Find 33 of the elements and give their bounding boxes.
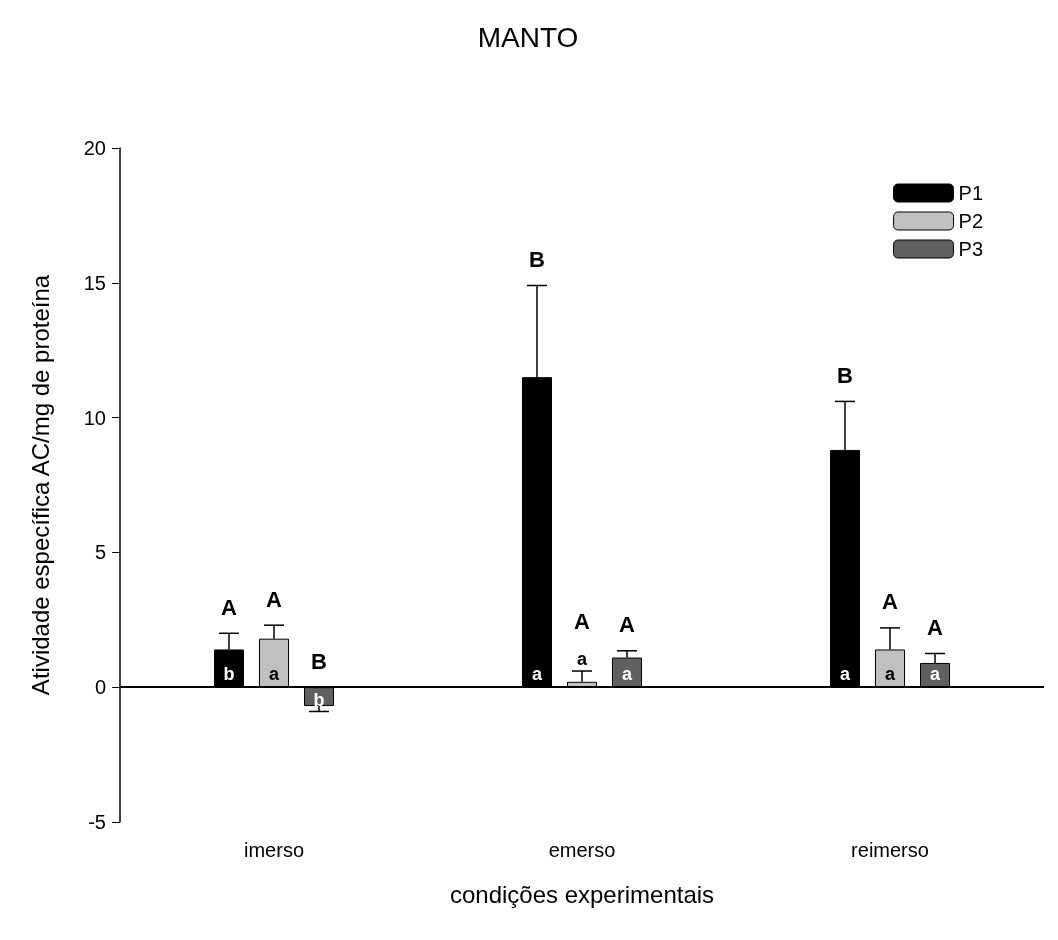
annotation: B — [529, 247, 545, 272]
annotation: A — [619, 612, 636, 638]
y-tick-label: -5 — [88, 811, 106, 833]
data-label: b — [313, 690, 325, 711]
chart-title: MANTO — [477, 21, 579, 53]
x-tick-label: imerso — [243, 839, 305, 861]
x-axis-title: condições experimentais — [449, 880, 715, 908]
y-tick-label: 20 — [83, 137, 106, 159]
x-tick-label: reimerso — [851, 839, 929, 861]
annotation: A — [266, 586, 283, 612]
legend-label: P2 — [958, 210, 984, 232]
legend-label: P1 — [958, 182, 984, 204]
annotation: A — [927, 615, 944, 640]
data-label: a — [531, 664, 543, 685]
x-tick-label: emerso — [548, 839, 616, 861]
annotation: B — [837, 362, 853, 388]
data-label: b — [223, 664, 235, 685]
data-label: a — [268, 664, 280, 685]
data-label: a — [621, 664, 633, 685]
annotation: A — [882, 589, 899, 615]
data-label: a — [884, 664, 896, 685]
data-label: a — [576, 648, 588, 669]
y-axis-title: Atividade específica AC/mg de proteína — [26, 274, 54, 696]
data-label: a — [929, 664, 941, 685]
y-tick-label: 0 — [94, 676, 106, 699]
y-tick-label: 5 — [94, 541, 106, 564]
annotation: A — [574, 608, 591, 634]
annotation: A — [221, 594, 238, 620]
annotation: B — [311, 648, 327, 674]
data-label: a — [839, 664, 851, 685]
y-tick-label: 10 — [83, 406, 106, 429]
y-tick-label: 15 — [83, 271, 106, 294]
legend-label: P3 — [958, 238, 984, 260]
